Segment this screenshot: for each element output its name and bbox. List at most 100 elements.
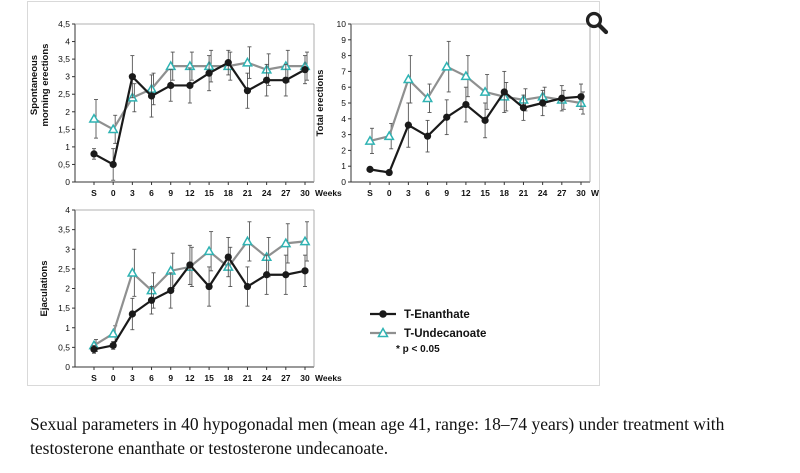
- y-tick-label: 0: [65, 362, 70, 372]
- x-tick-label: 30: [300, 188, 310, 198]
- x-tick-label: 24: [538, 188, 548, 198]
- data-point-undecanoate: [383, 130, 395, 141]
- x-tick-label: 30: [576, 188, 586, 198]
- x-tick-label: 9: [168, 373, 173, 383]
- data-point-undecanoate: [241, 56, 253, 67]
- data-point-undecanoate: [402, 73, 414, 84]
- legend-marker-undecanoate: [377, 326, 389, 338]
- data-point-enanthate: [109, 160, 117, 169]
- y-tick-label: 4: [65, 205, 70, 215]
- data-point-enanthate: [167, 81, 175, 90]
- figure-caption: Sexual parameters in 40 hypogonadal men …: [30, 414, 725, 458]
- x-axis-label: Weeks: [591, 188, 599, 198]
- y-tick-label: 9: [341, 35, 346, 45]
- x-tick-label: S: [91, 188, 97, 198]
- x-tick-label: 6: [425, 188, 430, 198]
- legend-label-enanthate: T-Enanthate: [404, 309, 470, 321]
- series-line-undecanoate: [93, 61, 305, 131]
- x-tick-label: 27: [281, 188, 291, 198]
- data-point-enanthate: [186, 261, 194, 269]
- data-point-enanthate: [128, 73, 136, 81]
- y-tick-label: 6: [341, 82, 346, 92]
- data-point-enanthate: [186, 81, 194, 90]
- y-tick-label: 10: [337, 19, 347, 29]
- data-point-enanthate: [263, 76, 271, 84]
- data-point-enanthate: [462, 100, 470, 109]
- data-point-enanthate: [109, 341, 117, 350]
- data-point-undecanoate: [165, 60, 177, 71]
- data-point-enanthate: [263, 271, 271, 279]
- data-point-enanthate: [90, 345, 98, 353]
- legend-marker-enanthate: [379, 310, 387, 318]
- y-tick-label: 2: [341, 145, 346, 155]
- x-tick-label: 12: [185, 373, 195, 383]
- data-point-enanthate: [443, 113, 451, 121]
- data-point-undecanoate: [126, 267, 138, 277]
- data-point-enanthate: [147, 296, 156, 304]
- data-point-undecanoate: [107, 327, 119, 338]
- y-tick-label: 1,5: [58, 303, 70, 313]
- x-tick-label: 27: [281, 373, 291, 383]
- data-point-enanthate: [147, 92, 156, 100]
- x-tick-label: 15: [480, 188, 490, 198]
- x-tick-label: 6: [149, 188, 154, 198]
- data-point-enanthate: [301, 267, 309, 275]
- data-point-undecanoate: [479, 86, 491, 96]
- series-line-enanthate: [93, 61, 306, 167]
- data-point-undecanoate: [441, 60, 453, 71]
- y-tick-label: 4: [341, 114, 346, 124]
- magnifier-icon[interactable]: [584, 10, 610, 36]
- data-point-enanthate: [282, 271, 290, 279]
- y-tick-label: 2,5: [58, 89, 70, 99]
- x-tick-label: 18: [500, 188, 510, 198]
- data-point-undecanoate: [364, 135, 376, 145]
- x-axis-label: Weeks: [315, 188, 342, 198]
- data-point-undecanoate: [460, 70, 472, 81]
- x-tick-label: 15: [204, 373, 214, 383]
- y-tick-label: 5: [341, 98, 346, 108]
- y-tick-label: 1: [65, 323, 70, 333]
- y-tick-label: 2: [65, 284, 70, 294]
- x-tick-label: 21: [243, 373, 253, 383]
- y-tick-label: 3: [341, 130, 346, 140]
- x-tick-label: 24: [262, 373, 272, 383]
- y-tick-label: 2: [65, 107, 70, 117]
- data-point-enanthate: [577, 93, 585, 101]
- data-point-enanthate: [558, 94, 566, 102]
- y-tick-label: 0: [65, 177, 70, 187]
- x-tick-label: 6: [149, 373, 154, 383]
- data-point-enanthate: [205, 282, 213, 291]
- data-point-undecanoate: [203, 245, 215, 256]
- x-tick-label: 24: [262, 188, 272, 198]
- data-point-enanthate: [128, 310, 136, 318]
- data-point-undecanoate: [299, 235, 311, 246]
- x-tick-label: 0: [387, 188, 392, 198]
- x-tick-label: 21: [243, 188, 253, 198]
- x-tick-label: 3: [130, 373, 135, 383]
- data-point-enanthate: [224, 59, 232, 67]
- y-tick-label: 4,5: [58, 19, 70, 29]
- series-line-enanthate: [369, 90, 582, 174]
- series-line-undecanoate: [93, 239, 306, 347]
- data-point-enanthate: [90, 150, 98, 158]
- x-axis-label: Weeks: [315, 373, 342, 383]
- y-axis-label: Spontaneous: [29, 55, 40, 115]
- data-point-enanthate: [282, 76, 290, 84]
- data-point-undecanoate: [241, 235, 253, 246]
- x-tick-label: 12: [185, 188, 195, 198]
- y-tick-label: 4: [65, 37, 70, 47]
- x-tick-label: 3: [130, 188, 135, 198]
- y-axis-label: Total erections: [315, 70, 326, 137]
- y-tick-label: 1,5: [58, 124, 70, 134]
- y-tick-label: 0,5: [58, 159, 70, 169]
- x-tick-label: 18: [224, 188, 234, 198]
- x-tick-label: 21: [519, 188, 529, 198]
- data-point-undecanoate: [88, 113, 100, 123]
- data-point-enanthate: [243, 87, 252, 95]
- y-tick-label: 7: [341, 66, 346, 76]
- data-point-enanthate: [224, 253, 232, 261]
- y-tick-label: 0,5: [58, 342, 70, 352]
- y-axis-label: morning erections: [40, 44, 51, 127]
- x-tick-label: 0: [111, 188, 116, 198]
- data-point-enanthate: [539, 99, 547, 107]
